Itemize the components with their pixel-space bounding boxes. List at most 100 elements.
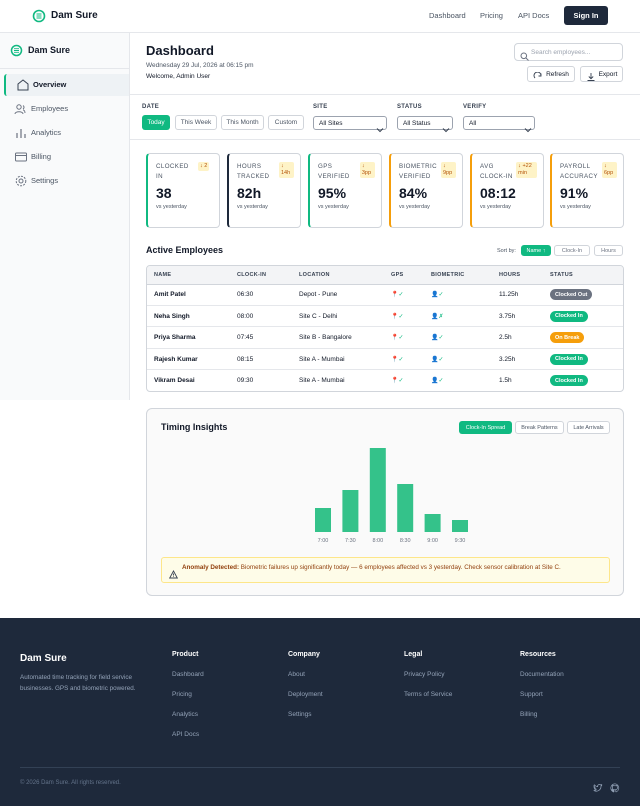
sidebar-icon-part bbox=[14, 105, 26, 115]
sign-in-button[interactable]: Sign In bbox=[564, 6, 608, 25]
sort-option[interactable]: Hours bbox=[594, 245, 623, 256]
biometric-status: 👤✗ bbox=[431, 313, 444, 320]
table-row[interactable]: Amit Patel 06:30 Depot - Pune 📍✓ 👤✓ 11.25h Clo… bbox=[147, 284, 623, 306]
sort-option[interactable]: Name ↑ bbox=[521, 245, 551, 256]
brand: Dam Sure bbox=[51, 10, 98, 21]
search-input[interactable]: Search employees... bbox=[514, 43, 623, 61]
action-icon-part bbox=[533, 71, 542, 79]
footer-link[interactable]: Terms of Service bbox=[404, 691, 453, 698]
bar bbox=[369, 448, 386, 532]
sidebar-icon-part bbox=[16, 129, 26, 138]
kpi-label: HOURS TRACKED bbox=[237, 163, 270, 180]
footer-link[interactable]: About bbox=[288, 671, 305, 678]
footer-link[interactable]: Support bbox=[520, 691, 543, 698]
table-header bbox=[147, 266, 623, 285]
kpi-delta: ↓ 2 bbox=[198, 162, 210, 171]
search-icon bbox=[520, 48, 529, 61]
bar bbox=[397, 484, 414, 532]
chevron bbox=[524, 120, 532, 133]
sidebar-icon-part bbox=[17, 79, 29, 91]
chevron-part bbox=[376, 128, 384, 133]
select-verify[interactable]: All bbox=[463, 116, 535, 133]
date-option[interactable]: Custom bbox=[268, 115, 304, 130]
sidebar-logo-part bbox=[14, 48, 19, 53]
sidebar-icon bbox=[16, 78, 30, 92]
warning-icon-part bbox=[168, 570, 179, 579]
kpi-delta: ↓ 14h bbox=[279, 162, 294, 178]
footer-link[interactable]: Billing bbox=[520, 711, 538, 718]
search-icon-part bbox=[520, 52, 529, 61]
kpi-label: BIOMETRIC VERIFIED bbox=[399, 163, 437, 180]
action-icon-part bbox=[587, 73, 595, 81]
top-nav bbox=[0, 0, 640, 33]
sidebar-icon-part bbox=[15, 152, 27, 162]
footer-heading: Product bbox=[172, 651, 199, 658]
twitter-icon[interactable] bbox=[593, 780, 603, 792]
chart-tab[interactable]: Clock-In Spread bbox=[459, 421, 512, 434]
kpi-value: 95% bbox=[318, 185, 347, 201]
footer-link[interactable]: Analytics bbox=[172, 711, 199, 718]
kpi-head: AVG CLOCK-IN ↓ +22 min bbox=[480, 162, 537, 181]
footer-link[interactable]: Privacy Policy bbox=[404, 671, 445, 678]
nav-link[interactable]: API Docs bbox=[518, 11, 550, 20]
sidebar-item[interactable]: Settings bbox=[4, 170, 129, 192]
action-button[interactable]: Export bbox=[580, 66, 623, 82]
sidebar-icon bbox=[14, 126, 28, 140]
sidebar-icon-part bbox=[18, 178, 24, 184]
footer-link[interactable]: API Docs bbox=[172, 731, 200, 738]
chevron-part bbox=[442, 128, 450, 133]
kpi-value: 82h bbox=[237, 185, 262, 201]
column-header: STATUS bbox=[550, 272, 573, 278]
select-status[interactable]: All Status bbox=[397, 116, 453, 133]
filter-bar bbox=[130, 94, 640, 140]
welcome: Welcome, Admin User bbox=[146, 73, 211, 80]
footer-link[interactable]: Deployment bbox=[288, 691, 323, 698]
sidebar-item[interactable]: Analytics bbox=[4, 122, 129, 144]
footer-link[interactable]: Documentation bbox=[520, 671, 564, 678]
footer-link[interactable]: Pricing bbox=[172, 691, 192, 698]
kpi-delta: ↓ 9pp bbox=[441, 162, 456, 178]
kpi-label: CLOCKED IN bbox=[156, 163, 189, 180]
sidebar-item[interactable]: Billing bbox=[4, 146, 129, 168]
biometric-status: 👤✓ bbox=[431, 335, 444, 342]
nav-link[interactable]: Pricing bbox=[480, 11, 503, 20]
footer: Dam Sure Automated time tracking for fiel… bbox=[0, 618, 640, 806]
location: Site A - Mumbai bbox=[299, 377, 345, 385]
table-row[interactable]: Vikram Desai 09:30 Site A - Mumbai 📍✓ 👤✓ 1.5h… bbox=[147, 370, 623, 391]
hours: 11.25h bbox=[499, 291, 519, 298]
kpi-label: GPS VERIFIED bbox=[318, 163, 350, 180]
date-option[interactable]: This Month bbox=[221, 115, 264, 130]
kpi-note: vs yesterday bbox=[399, 204, 430, 210]
hours: 3.25h bbox=[499, 355, 516, 363]
action-icon bbox=[533, 69, 543, 79]
date-option[interactable]: Today bbox=[142, 115, 170, 130]
sidebar-icon-part bbox=[15, 175, 27, 187]
bar bbox=[315, 508, 331, 532]
sidebar-item[interactable]: Employees bbox=[4, 98, 129, 120]
status-badge: Clocked Out bbox=[550, 289, 593, 300]
select-site[interactable]: All Sites bbox=[313, 116, 387, 133]
sort-option[interactable]: Clock-In bbox=[554, 245, 590, 256]
footer-link[interactable]: Settings bbox=[288, 711, 312, 718]
bar bbox=[452, 520, 468, 532]
table-row[interactable]: Priya Sharma 07:45 Site B - Bangalore 📍✓ 👤✓ 2… bbox=[147, 327, 623, 349]
column-header: NAME bbox=[154, 272, 172, 278]
sidebar-label: Employees bbox=[31, 104, 69, 113]
column-header: GPS bbox=[391, 272, 404, 278]
table-row[interactable]: Neha Singh 08:00 Site C - Delhi 📍✓ 👤✗ 3.75h Cl… bbox=[147, 306, 623, 328]
nav-link[interactable]: Dashboard bbox=[429, 11, 466, 20]
date-option[interactable]: This Week bbox=[175, 115, 217, 130]
sidebar-item[interactable]: Overview bbox=[4, 74, 129, 96]
action-button[interactable]: Refresh bbox=[527, 66, 575, 82]
status-badge: Clocked In bbox=[550, 353, 588, 365]
table-row[interactable]: Rajesh Kumar 08:15 Site A - Mumbai 📍✓ 👤✓ 3.25… bbox=[147, 349, 623, 371]
kpi-note: vs yesterday bbox=[480, 204, 511, 210]
anomaly-alert: Anomaly Detected: Biometric failures up … bbox=[161, 557, 610, 583]
kpi-card: AVG CLOCK-IN ↓ +22 min 08:12 vs yesterday bbox=[470, 153, 544, 228]
chart-tab[interactable]: Late Arrivals bbox=[567, 421, 610, 434]
footer-link[interactable]: Dashboard bbox=[172, 671, 204, 678]
github-icon[interactable] bbox=[610, 780, 620, 793]
chart-tab[interactable]: Break Patterns bbox=[515, 421, 564, 434]
clock-in: 09:30 bbox=[237, 377, 254, 385]
chevron bbox=[376, 120, 384, 133]
